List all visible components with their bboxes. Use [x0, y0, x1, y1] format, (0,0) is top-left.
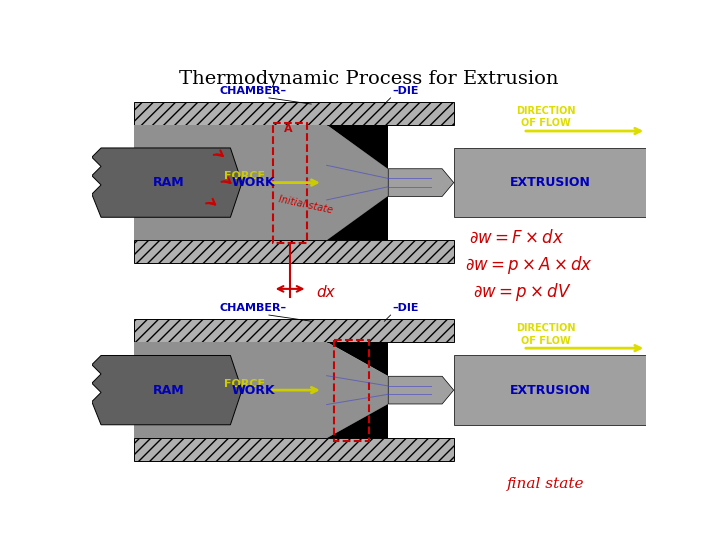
- Bar: [134, 240, 454, 264]
- Text: $\partial w = p \times dV$: $\partial w = p \times dV$: [473, 281, 572, 303]
- Text: FORCE: FORCE: [224, 171, 265, 181]
- Bar: [134, 342, 327, 438]
- Text: –DIE: –DIE: [392, 303, 418, 313]
- Text: CHAMBER–: CHAMBER–: [220, 86, 287, 96]
- Polygon shape: [92, 148, 242, 217]
- Text: EXTRUSION: EXTRUSION: [510, 176, 590, 189]
- Bar: [134, 125, 327, 240]
- Text: Initial state: Initial state: [277, 194, 333, 215]
- Polygon shape: [327, 197, 388, 240]
- Bar: [454, 355, 647, 425]
- Polygon shape: [327, 125, 388, 168]
- Text: RAM: RAM: [153, 383, 184, 396]
- Text: EXTRUSION: EXTRUSION: [510, 383, 590, 396]
- Text: WORK: WORK: [232, 176, 275, 189]
- Bar: [273, 123, 307, 242]
- Text: RAM: RAM: [153, 176, 184, 189]
- Text: DIRECTION
OF FLOW: DIRECTION OF FLOW: [516, 323, 576, 346]
- Text: dx: dx: [317, 285, 336, 300]
- Polygon shape: [327, 125, 388, 240]
- Polygon shape: [388, 168, 454, 197]
- Text: final state: final state: [508, 477, 585, 491]
- Text: WORK: WORK: [232, 383, 275, 396]
- Text: FORCE: FORCE: [224, 379, 265, 389]
- Polygon shape: [327, 404, 388, 438]
- Text: DIRECTION
OF FLOW: DIRECTION OF FLOW: [516, 106, 576, 129]
- Bar: [454, 148, 647, 217]
- Bar: [134, 319, 454, 342]
- Bar: [134, 438, 454, 461]
- Bar: [334, 340, 369, 441]
- Polygon shape: [92, 355, 242, 425]
- Polygon shape: [388, 376, 454, 404]
- Text: $\partial w = F \times dx$: $\partial w = F \times dx$: [469, 230, 564, 247]
- Text: A: A: [284, 124, 293, 134]
- Text: Thermodynamic Process for Extrusion: Thermodynamic Process for Extrusion: [179, 70, 559, 87]
- Text: CHAMBER–: CHAMBER–: [220, 303, 287, 313]
- Polygon shape: [327, 342, 388, 438]
- Polygon shape: [327, 342, 388, 376]
- Bar: [134, 102, 454, 125]
- Text: –DIE: –DIE: [392, 86, 418, 96]
- Text: $\partial w = p \times A \times dx$: $\partial w = p \times A \times dx$: [465, 254, 593, 276]
